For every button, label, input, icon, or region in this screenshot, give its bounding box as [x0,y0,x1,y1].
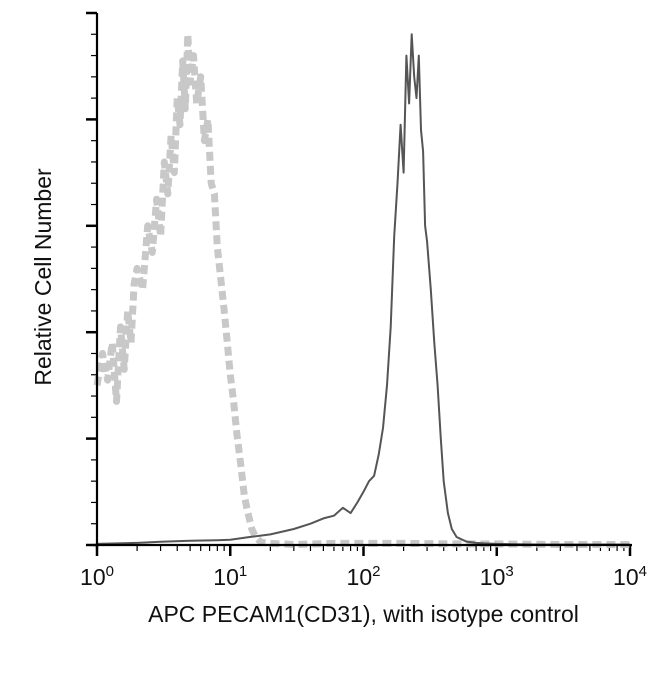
x-tick-label: 103 [480,563,514,590]
x-tick-label: 102 [347,563,381,590]
y-axis-ticks [86,11,97,547]
x-axis-label: APC PECAM1(CD31), with isotype control [148,601,579,627]
series-stained-line [96,33,630,546]
x-axis-ticks [95,545,632,556]
x-tick-label: 104 [613,563,647,590]
x-tick-label: 101 [213,563,247,590]
y-axis-label: Relative Cell Number [30,168,56,386]
x-tick-label: 100 [80,563,114,590]
x-tick-labels: 100 101 102 103 104 [80,563,647,590]
series-isotype-line [93,30,630,548]
series-layer [93,30,630,548]
